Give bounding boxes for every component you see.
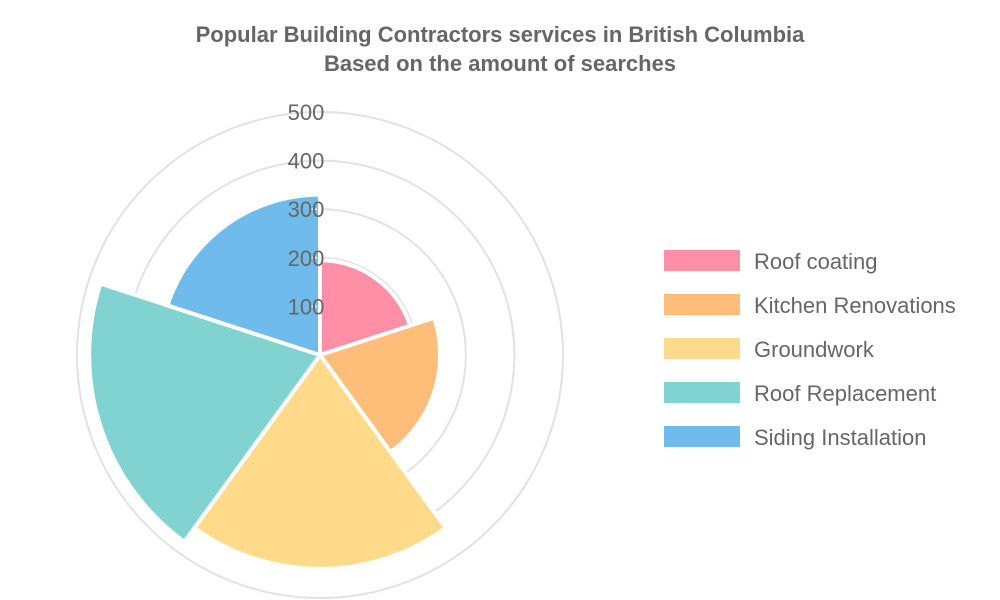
chart-subtitle: Based on the amount of searches (324, 51, 676, 76)
radial-axis: 100 200 300 400 500 (288, 100, 325, 319)
legend-swatch[interactable] (664, 250, 740, 271)
tick-label: 400 (288, 149, 325, 174)
tick-label: 500 (288, 100, 325, 125)
legend-label[interactable]: Siding Installation (754, 425, 926, 450)
legend-swatch[interactable] (664, 426, 740, 447)
legend-swatch[interactable] (664, 294, 740, 315)
tick-label: 100 (288, 294, 325, 319)
legend: Roof coating Kitchen Renovations Groundwor… (664, 249, 956, 450)
legend-label[interactable]: Roof Replacement (754, 381, 936, 406)
slice-group (87, 192, 449, 571)
tick-label: 300 (288, 197, 325, 222)
legend-label[interactable]: Groundwork (754, 337, 875, 362)
tick-label: 200 (288, 246, 325, 271)
legend-label[interactable]: Kitchen Renovations (754, 293, 956, 318)
slice-groundwork[interactable] (191, 351, 449, 571)
chart-title: Popular Building Contractors services in… (196, 22, 806, 47)
legend-swatch[interactable] (664, 382, 740, 403)
legend-swatch[interactable] (664, 338, 740, 359)
slice-roof-replacement[interactable] (87, 281, 324, 545)
legend-label[interactable]: Roof coating (754, 249, 878, 274)
slice-kitchen-renovations[interactable] (316, 315, 443, 455)
slice-siding-installation[interactable] (164, 192, 322, 358)
grid-ring (76, 111, 564, 599)
